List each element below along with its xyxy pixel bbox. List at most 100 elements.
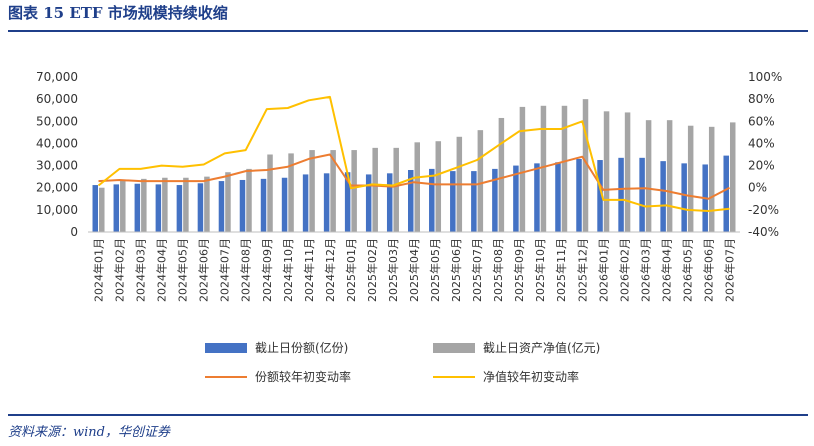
source-note: 资料来源：wind，华创证券 (8, 425, 170, 440)
share-bar (618, 157, 624, 232)
x-tick-label: 2026年05月 (680, 238, 694, 302)
share-bar (660, 161, 666, 232)
x-tick-label: 2025年06月 (449, 238, 463, 302)
bottom-rule (8, 414, 808, 416)
legend-label: 份额较年初变动率 (255, 369, 351, 384)
nav-bar (708, 126, 715, 232)
share-bar (723, 155, 729, 232)
share-bar (450, 171, 456, 232)
nav-bar (309, 150, 315, 232)
share-bar (176, 185, 183, 232)
share-bar (576, 158, 582, 232)
share-bar (344, 172, 351, 232)
y-right-tick-label: 80% (748, 92, 775, 106)
y-left-tick-label: 30,000 (36, 159, 78, 173)
nav-bar (330, 150, 336, 232)
nav-bar (120, 179, 126, 232)
y-left-tick-label: 60,000 (36, 92, 78, 106)
title-rule (8, 30, 808, 32)
nav-bar (141, 178, 147, 232)
x-tick-label: 2025年12月 (575, 238, 589, 302)
y-right-tick-label: 60% (748, 114, 775, 128)
share-bar (281, 177, 288, 232)
nav-bar (645, 120, 652, 232)
share-bar (597, 160, 603, 232)
nav-bar (687, 125, 694, 232)
y-left-tick-label: 70,000 (36, 70, 78, 84)
x-tick-label: 2024年07月 (218, 238, 232, 302)
y-right-tick-label: 20% (748, 159, 775, 173)
nav-bar (519, 106, 526, 232)
nav-bar (624, 112, 631, 232)
share-bar (239, 179, 246, 232)
nav-bar (267, 154, 273, 232)
nav-change-line (97, 95, 730, 212)
x-tick-label: 2024年03月 (134, 238, 148, 302)
share-bar (323, 173, 330, 232)
x-tick-label: 2025年02月 (365, 238, 379, 302)
share-bar (534, 163, 540, 232)
legend-label: 净值较年初变动率 (483, 369, 579, 384)
x-tick-label: 2026年04月 (659, 238, 673, 302)
x-tick-label: 2025年09月 (512, 238, 526, 302)
nav-bar (372, 147, 378, 232)
nav-bar (603, 111, 610, 232)
x-tick-label: 2024年06月 (197, 238, 211, 302)
nav-bar (540, 105, 547, 232)
share-change-line (98, 153, 730, 200)
nav-bar (183, 177, 189, 232)
x-tick-label: 2024年05月 (176, 238, 190, 302)
y-right-tick-label: -20% (748, 203, 779, 217)
x-tick-label: 2024年02月 (113, 238, 127, 302)
share-bar (113, 184, 120, 232)
x-tick-label: 2025年07月 (470, 238, 484, 302)
share-bar (681, 163, 687, 232)
legend-label: 截止日份额(亿份) (255, 340, 348, 355)
x-tick-label: 2024年09月 (260, 238, 274, 302)
nav-bar (414, 142, 420, 232)
share-bar (408, 170, 414, 232)
nav-bar (477, 130, 484, 232)
x-tick-label: 2026年01月 (596, 238, 610, 302)
nav-bar (582, 99, 589, 233)
x-tick-label: 2025年05月 (428, 238, 442, 302)
share-bar (155, 184, 162, 232)
chart-title: 图表 15 ETF 市场规模持续收缩 (8, 4, 228, 22)
x-tick-label: 2024年08月 (239, 238, 253, 302)
nav-bar (99, 187, 105, 232)
x-tick-label: 2025年10月 (533, 238, 547, 302)
legend-swatch (205, 343, 247, 353)
nav-bar (204, 176, 210, 232)
share-bar (492, 168, 498, 232)
share-bar (134, 183, 141, 232)
x-tick-label: 2025年04月 (407, 238, 421, 302)
y-right-tick-label: 100% (748, 70, 782, 84)
x-tick-label: 2026年06月 (701, 238, 715, 302)
nav-bar (498, 117, 505, 232)
y-right-tick-label: -40% (748, 225, 779, 239)
share-bar (513, 165, 519, 232)
share-bar (218, 181, 225, 232)
x-tick-label: 2026年07月 (722, 238, 736, 302)
share-bar (555, 162, 561, 232)
x-tick-label: 2024年12月 (323, 238, 337, 302)
y-right-tick-label: 40% (748, 136, 775, 150)
x-tick-label: 2024年10月 (281, 238, 295, 302)
x-tick-label: 2025年08月 (491, 238, 505, 302)
x-tick-label: 2024年04月 (155, 238, 169, 302)
share-bar (639, 157, 645, 232)
x-tick-label: 2025年03月 (386, 238, 400, 302)
share-bar (365, 174, 372, 232)
y-left-tick-label: 20,000 (36, 181, 78, 195)
share-bar (386, 173, 393, 232)
nav-bar (246, 168, 252, 232)
share-bar (197, 183, 204, 232)
x-tick-label: 2024年01月 (92, 238, 106, 302)
x-tick-label: 2025年11月 (554, 238, 568, 302)
y-left-tick-label: 40,000 (36, 136, 78, 150)
share-bar (471, 171, 477, 232)
y-left-tick-label: 50,000 (36, 114, 78, 128)
x-tick-label: 2026年03月 (638, 238, 652, 302)
nav-bar (666, 120, 673, 232)
